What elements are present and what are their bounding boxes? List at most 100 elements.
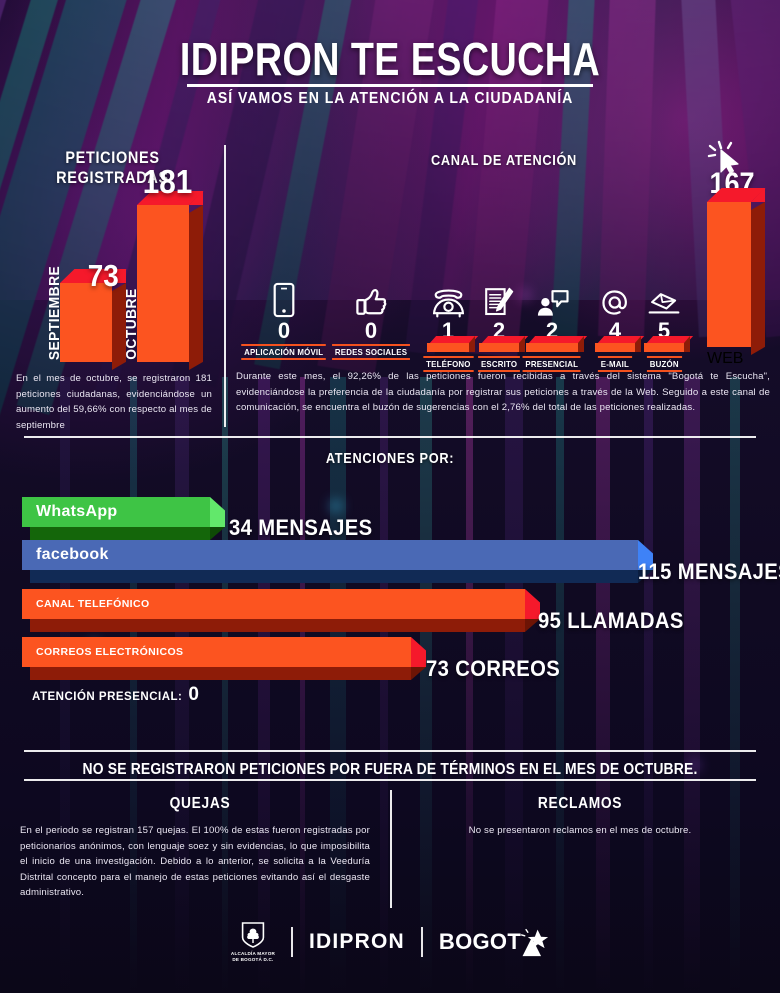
bar-face — [22, 589, 525, 619]
hbar-canal-telefonico: CANAL TELEFÓNICO 95 LLAMADAS — [22, 589, 762, 633]
chan-label: PRESENCIAL — [522, 356, 582, 372]
channel-email: 4 E-MAIL — [586, 262, 645, 372]
hbar-value: 115 MENSAJES — [638, 559, 780, 584]
bogota-star-icon — [521, 928, 549, 956]
bar-front-face — [60, 283, 112, 362]
hbar-value: 95 LLAMADAS — [538, 608, 684, 633]
alcaldia-text: ALCALDÍA MAYOR DE BOGOTÁ D.C. — [231, 951, 275, 963]
chan-stub-bar — [479, 336, 529, 352]
bogota-logo: BOGOT — [439, 927, 549, 957]
peticiones-caption: En el mes de octubre, se registraron 181… — [16, 373, 213, 431]
bar-tip — [411, 637, 426, 667]
title-underline — [187, 84, 593, 87]
bar-shadow-face — [30, 667, 411, 680]
page-title: IDIPRON TE ESCUCHA — [179, 33, 601, 85]
hbar-facebook: facebook 115 MENSAJES — [22, 540, 780, 584]
divider-banner-bottom — [24, 779, 756, 781]
hbar-label: CORREOS ELECTRÓNICOS — [36, 646, 184, 658]
hbar-whatsapp: WhatsApp 34 MENSAJES — [22, 497, 762, 540]
bar-front-face — [707, 202, 751, 347]
bar-face — [22, 497, 210, 527]
mobile-phone-icon — [236, 262, 332, 318]
bar-face — [22, 637, 411, 667]
chan-stub-bar — [526, 336, 588, 352]
bar-octubre — [137, 191, 204, 370]
bar-label-septiembre: SEPTIEMBRE — [46, 265, 63, 361]
divider-banner-top — [24, 750, 756, 752]
channel-redes-sociales: 0 REDES SOCIALES — [327, 262, 415, 360]
idipron-wordmark: IDIPRON — [308, 929, 405, 953]
cursor-click-icon — [707, 140, 747, 174]
hbar-correos: CORREOS ELECTRÓNICOS 73 CORREOS — [22, 637, 762, 681]
bar-shadow-tip — [210, 527, 225, 540]
reclamos-title: RECLAMOS — [537, 795, 623, 812]
chan-label: APLICACIÓN MÓVIL — [241, 344, 327, 360]
bar-shadow-face — [30, 619, 525, 632]
hbar-value: 73 CORREOS — [426, 656, 561, 681]
alcaldia-logo: ALCALDÍA MAYOR DE BOGOTÁ D.C. — [231, 921, 275, 963]
footer: ALCALDÍA MAYOR DE BOGOTÁ D.C. IDIPRON BO… — [0, 921, 780, 963]
section-vertical-divider — [224, 145, 226, 427]
hbar-value: 34 MENSAJES — [229, 515, 373, 540]
bar-tip — [210, 497, 225, 527]
channel-escrito: 2 ESCRITO — [467, 262, 531, 372]
alcaldia-line1: ALCALDÍA MAYOR — [230, 950, 275, 956]
alcaldia-shield-icon — [241, 921, 265, 948]
atencion-presencial-label: ATENCIÓN PRESENCIAL: — [32, 691, 183, 703]
atenciones-section-title: ATENCIONES POR: — [325, 450, 455, 467]
thumbs-up-icon — [327, 262, 415, 318]
bar-front-face — [137, 205, 189, 362]
atencion-presencial-row: ATENCIÓN PRESENCIAL: 0 — [32, 684, 199, 706]
at-sign-icon — [586, 262, 644, 318]
atencion-presencial-value: 0 — [188, 684, 200, 705]
channel-buzon: 5 BUZÓN — [635, 262, 694, 372]
footer-divider-2 — [420, 926, 423, 957]
quejas-text: En el periodo se registran 157 quejas. E… — [20, 825, 370, 899]
canal-caption: Durante este mes, el 92,26% de las petic… — [236, 371, 770, 414]
rotary-phone-icon — [412, 262, 484, 318]
page-subtitle: ASÍ VAMOS EN LA ATENCIÓN A LA CIUDADANÍA — [206, 90, 574, 107]
bar-shadow-face — [30, 570, 638, 583]
bar-web — [707, 188, 766, 355]
document-pencil-icon — [467, 262, 531, 318]
chan-label: REDES SOCIALES — [331, 344, 410, 360]
chan-label: TELÉFONO — [422, 356, 474, 372]
bar-shadow-face — [30, 527, 210, 540]
chan-stub-bar — [644, 336, 694, 352]
chan-label: BUZÓN — [646, 356, 682, 372]
bogota-wordmark: BOGOT — [438, 928, 522, 954]
chan-value: 0 — [364, 318, 378, 343]
chan-stub-bar — [427, 336, 479, 352]
ballot-box-icon — [635, 262, 693, 318]
bar-face — [22, 540, 638, 570]
bar-side-face — [751, 201, 765, 355]
channel-aplicacion-movil: 0 APLICACIÓN MÓVIL — [236, 262, 332, 360]
footer-divider-1 — [290, 926, 293, 957]
channel-telefono: 1 TELÉFONO — [412, 262, 484, 372]
banner-text: NO SE REGISTRARON PETICIONES POR FUERA D… — [82, 761, 698, 778]
quejas-title: QUEJAS — [169, 795, 231, 812]
chan-label: E-MAIL — [598, 356, 632, 372]
chan-label-web: WEB — [707, 350, 743, 368]
chan-label-text: WEB — [707, 350, 744, 367]
bar-shadow-tip — [411, 667, 426, 680]
reclamos-text: No se presentaron reclamos en el mes de … — [468, 825, 692, 836]
alcaldia-line2: DE BOGOTÁ D.C. — [232, 956, 274, 962]
channel-presencial: 2 PRESENCIAL — [512, 262, 592, 372]
bar-side-face — [189, 204, 203, 370]
hbar-label: WhatsApp — [36, 503, 118, 520]
person-speech-icon — [512, 262, 592, 318]
chan-value: 0 — [277, 318, 291, 343]
chan-stub-bar — [595, 336, 645, 352]
bar-label-octubre: OCTUBRE — [123, 288, 140, 360]
peticiones-section-title: PETICIONES REGISTRADAS — [56, 148, 169, 187]
divider-atenciones-top — [24, 436, 756, 438]
hbar-label: facebook — [36, 546, 109, 563]
chan-label: ESCRITO — [478, 356, 520, 372]
quejas-reclamos-divider — [390, 790, 392, 908]
canal-section-title: CANAL DE ATENCIÓN — [431, 152, 577, 169]
bar-value-septiembre: 73 — [87, 258, 119, 293]
bar-septiembre — [60, 269, 127, 370]
